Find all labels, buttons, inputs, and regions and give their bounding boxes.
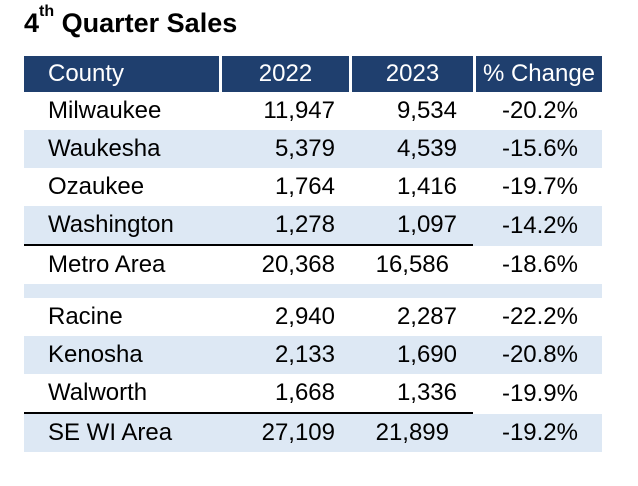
value-2023-cell: 4,539 <box>349 130 473 168</box>
total-row: SE WI Area 27,109 21,899 -19.2% <box>24 414 602 452</box>
value-2022-cell: 27,109 <box>219 414 349 452</box>
county-cell: Kenosha <box>24 336 219 374</box>
table-row: Milwaukee 11,947 9,534 -20.2% <box>24 92 602 130</box>
change-cell: -18.6% <box>501 251 578 278</box>
value-2022-cell: 2,133 <box>219 336 349 374</box>
column-header-county: County <box>24 56 219 92</box>
table-row: Walworth 1,668 1,336 -19.9% <box>24 374 602 414</box>
value-2023-cell: 1,416 <box>396 173 457 200</box>
table-row: Washington 1,278 1,097 -14.2% <box>24 206 602 246</box>
county-cell: Ozaukee <box>48 173 145 200</box>
county-cell: Walworth <box>24 374 219 414</box>
change-cell: -14.2% <box>473 206 602 246</box>
change-cell: -20.2% <box>501 97 578 124</box>
sales-table: County 2022 2023 % Change Milwaukee 11,9… <box>24 56 602 452</box>
table-row: Kenosha 2,133 1,690 -20.8% <box>24 336 602 374</box>
county-cell: Racine <box>48 303 123 330</box>
value-2023-cell: 1,336 <box>349 374 473 414</box>
table-row: Ozaukee 1,764 1,416 -19.7% <box>24 168 602 206</box>
change-cell: -22.2% <box>501 303 578 330</box>
page-title: 4th Quarter Sales <box>24 4 238 39</box>
value-2023-cell: 16,586 <box>375 251 449 278</box>
header-row: County 2022 2023 % Change <box>24 56 602 92</box>
change-cell: -19.9% <box>501 380 578 407</box>
value-2022-cell: 1,764 <box>274 173 335 200</box>
value-2022-cell: 1,668 <box>219 374 349 414</box>
value-2023-cell: 1,690 <box>349 336 473 374</box>
spacer-row <box>24 284 602 298</box>
change-cell: -15.6% <box>473 130 602 168</box>
title-number: 4 <box>24 8 40 38</box>
change-cell: -19.7% <box>501 173 578 200</box>
change-cell: -19.2% <box>473 414 602 452</box>
county-cell: Washington <box>24 206 219 246</box>
county-cell: SE WI Area <box>24 414 219 452</box>
change-cell: -20.8% <box>473 336 602 374</box>
county-cell: Metro Area <box>48 251 166 278</box>
table-row: Waukesha 5,379 4,539 -15.6% <box>24 130 602 168</box>
value-2022-cell: 20,368 <box>261 251 335 278</box>
table-row: Racine 2,940 2,287 -22.2% <box>24 298 602 336</box>
county-cell: Milwaukee <box>48 97 162 124</box>
value-2022-cell: 11,947 <box>263 97 335 124</box>
column-header-2023: 2023 <box>349 56 473 92</box>
value-2023-cell: 9,534 <box>396 97 457 124</box>
column-header-change: % Change <box>473 56 602 92</box>
title-text: Quarter Sales <box>54 8 238 38</box>
value-2022-cell: 5,379 <box>219 130 349 168</box>
title-superscript: th <box>39 3 55 20</box>
value-2023-cell: 21,899 <box>349 414 473 452</box>
value-2022-cell: 2,940 <box>274 303 335 330</box>
value-2023-cell: 1,097 <box>349 206 473 246</box>
column-header-2022: 2022 <box>219 56 349 92</box>
subtotal-row: Metro Area 20,368 16,586 -18.6% <box>24 246 602 284</box>
value-2023-cell: 2,287 <box>396 303 457 330</box>
value-2022-cell: 1,278 <box>219 206 349 246</box>
county-cell: Waukesha <box>24 130 219 168</box>
